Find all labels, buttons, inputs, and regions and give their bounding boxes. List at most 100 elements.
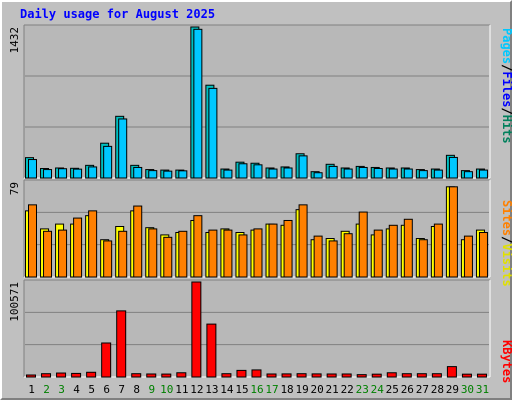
kbytes-panel-bar-kbytes-day-26 — [401, 373, 412, 378]
day-label-1: 1 — [28, 383, 35, 396]
hits-panel-bar-files-day-19 — [298, 155, 308, 179]
hits-panel-bar-files-day-15 — [238, 163, 248, 179]
hits-panel-bar-files-day-27 — [418, 170, 428, 179]
visits-panel-bar-sites-day-12 — [193, 215, 203, 278]
day-label-16: 16 — [250, 383, 263, 396]
kbytes-panel-bar-kbytes-day-17 — [266, 373, 277, 378]
kbytes-panel-bar-kbytes-day-15 — [236, 369, 247, 378]
visits-panel-bar-sites-day-19 — [298, 204, 308, 278]
day-label-30: 30 — [461, 383, 474, 396]
day-label-4: 4 — [73, 383, 80, 396]
hits-panel-bar-files-day-20 — [313, 172, 323, 179]
day-label-29: 29 — [446, 383, 459, 396]
kbytes-panel-bar-kbytes-day-16 — [251, 369, 262, 378]
visits-panel-bar-sites-day-20 — [313, 235, 323, 278]
visits-panel-legend-visits: Visits — [500, 243, 512, 286]
kbytes-panel-bar-kbytes-day-6 — [101, 342, 112, 378]
kbytes-panel-bar-kbytes-day-28 — [431, 373, 442, 378]
hits-panel-bar-files-day-29 — [448, 156, 458, 179]
hits-panel-legend-separator: / — [500, 64, 512, 71]
hits-panel-bar-files-day-26 — [403, 168, 413, 179]
hits-panel-bar-files-day-8 — [133, 166, 143, 179]
hits-panel-legend-separator: / — [500, 107, 512, 114]
kbytes-panel-bar-kbytes-day-8 — [131, 373, 142, 378]
kbytes-panel-bar-kbytes-day-24 — [371, 373, 382, 378]
day-label-9: 9 — [148, 383, 155, 396]
day-label-3: 3 — [58, 383, 65, 396]
chart-title: Daily usage for August 2025 — [20, 7, 216, 21]
day-label-15: 15 — [235, 383, 248, 396]
kbytes-panel-bar-kbytes-day-23 — [356, 374, 367, 378]
visits-panel-bar-sites-day-21 — [328, 240, 338, 278]
kbytes-panel-bar-kbytes-day-7 — [116, 310, 127, 378]
day-label-26: 26 — [401, 383, 414, 396]
hits-panel-y-max-label: 1432 — [8, 27, 21, 54]
kbytes-panel-bar-kbytes-day-27 — [416, 373, 427, 378]
kbytes-panel-bar-kbytes-day-11 — [176, 372, 187, 378]
visits-panel-bar-sites-day-9 — [148, 228, 158, 278]
visits-panel-legend-sites: Sites — [500, 200, 512, 236]
kbytes-panel-bar-kbytes-day-31 — [476, 373, 487, 378]
hits-panel-bar-files-day-21 — [328, 165, 338, 179]
day-label-7: 7 — [118, 383, 125, 396]
kbytes-panel-bar-kbytes-day-9 — [146, 373, 157, 378]
hits-panel-bar-files-day-4 — [73, 168, 83, 179]
hits-panel-bar-files-day-12 — [193, 28, 203, 179]
hits-panel-bar-files-day-28 — [433, 169, 443, 179]
visits-panel-bar-sites-day-14 — [223, 229, 233, 278]
visits-panel-bar-sites-day-29 — [448, 186, 458, 278]
hits-panel-bar-files-day-18 — [283, 167, 293, 179]
hits-panel-bar-files-day-3 — [58, 168, 68, 179]
hits-panel-legend-pages: Pages — [500, 28, 512, 64]
hits-panel-bar-files-day-23 — [358, 166, 368, 179]
visits-panel-bar-sites-day-4 — [73, 217, 83, 278]
kbytes-panel-bar-kbytes-day-4 — [71, 372, 82, 378]
hits-panel-bar-files-day-25 — [388, 168, 398, 179]
visits-panel-bar-sites-day-30 — [463, 235, 473, 278]
hits-panel-plot-area — [24, 25, 490, 178]
kbytes-panel-bar-kbytes-day-21 — [326, 373, 337, 378]
visits-panel-legend: Sites/Visits — [500, 200, 512, 287]
kbytes-panel-bar-kbytes-day-2 — [41, 373, 52, 378]
visits-panel-bar-sites-day-16 — [253, 228, 263, 278]
kbytes-panel-bar-kbytes-day-25 — [386, 372, 397, 378]
day-label-12: 12 — [190, 383, 203, 396]
hits-panel-legend-files: Files — [500, 71, 512, 107]
kbytes-panel-plot-area — [24, 280, 490, 377]
day-label-31: 31 — [476, 383, 489, 396]
hits-panel-bar-files-day-7 — [118, 118, 128, 179]
kbytes-panel-bar-kbytes-day-29 — [446, 366, 457, 378]
day-label-28: 28 — [431, 383, 444, 396]
hits-panel-bar-files-day-10 — [163, 170, 173, 179]
hits-panel-bar-files-day-5 — [88, 166, 98, 179]
day-label-10: 10 — [160, 383, 173, 396]
kbytes-panel-bar-kbytes-day-1 — [26, 374, 36, 378]
visits-panel-bar-sites-day-2 — [43, 230, 53, 278]
day-label-14: 14 — [220, 383, 234, 396]
kbytes-panel-bar-kbytes-day-10 — [161, 373, 172, 378]
visits-panel-bar-sites-day-23 — [358, 211, 368, 278]
kbytes-panel-bar-kbytes-day-13 — [206, 323, 217, 378]
hits-panel-bar-files-day-22 — [343, 168, 353, 179]
kbytes-panel-bar-kbytes-day-30 — [461, 373, 472, 378]
day-label-22: 22 — [341, 383, 354, 396]
hits-panel-bar-files-day-11 — [178, 170, 188, 179]
day-label-21: 21 — [326, 383, 339, 396]
visits-panel-bar-sites-day-6 — [103, 240, 113, 278]
visits-panel-bar-sites-day-27 — [418, 239, 428, 278]
visits-panel-y-max-label: 79 — [8, 182, 21, 195]
visits-panel-legend-separator: / — [500, 236, 512, 243]
hits-panel-bar-files-day-13 — [208, 87, 218, 179]
day-label-5: 5 — [88, 383, 95, 396]
visits-panel-bar-sites-day-10 — [163, 236, 173, 278]
day-label-17: 17 — [265, 383, 278, 396]
kbytes-panel-legend: KBytes — [500, 340, 512, 383]
visits-panel-bar-sites-day-5 — [88, 210, 98, 278]
hits-panel-bar-files-day-30 — [463, 171, 473, 179]
hits-panel-bar-files-day-24 — [373, 168, 383, 179]
day-label-20: 20 — [311, 383, 324, 396]
visits-panel-bar-sites-day-3 — [58, 229, 68, 278]
kbytes-panel-bar-kbytes-day-3 — [56, 372, 67, 378]
visits-panel-bar-sites-day-11 — [178, 230, 188, 278]
